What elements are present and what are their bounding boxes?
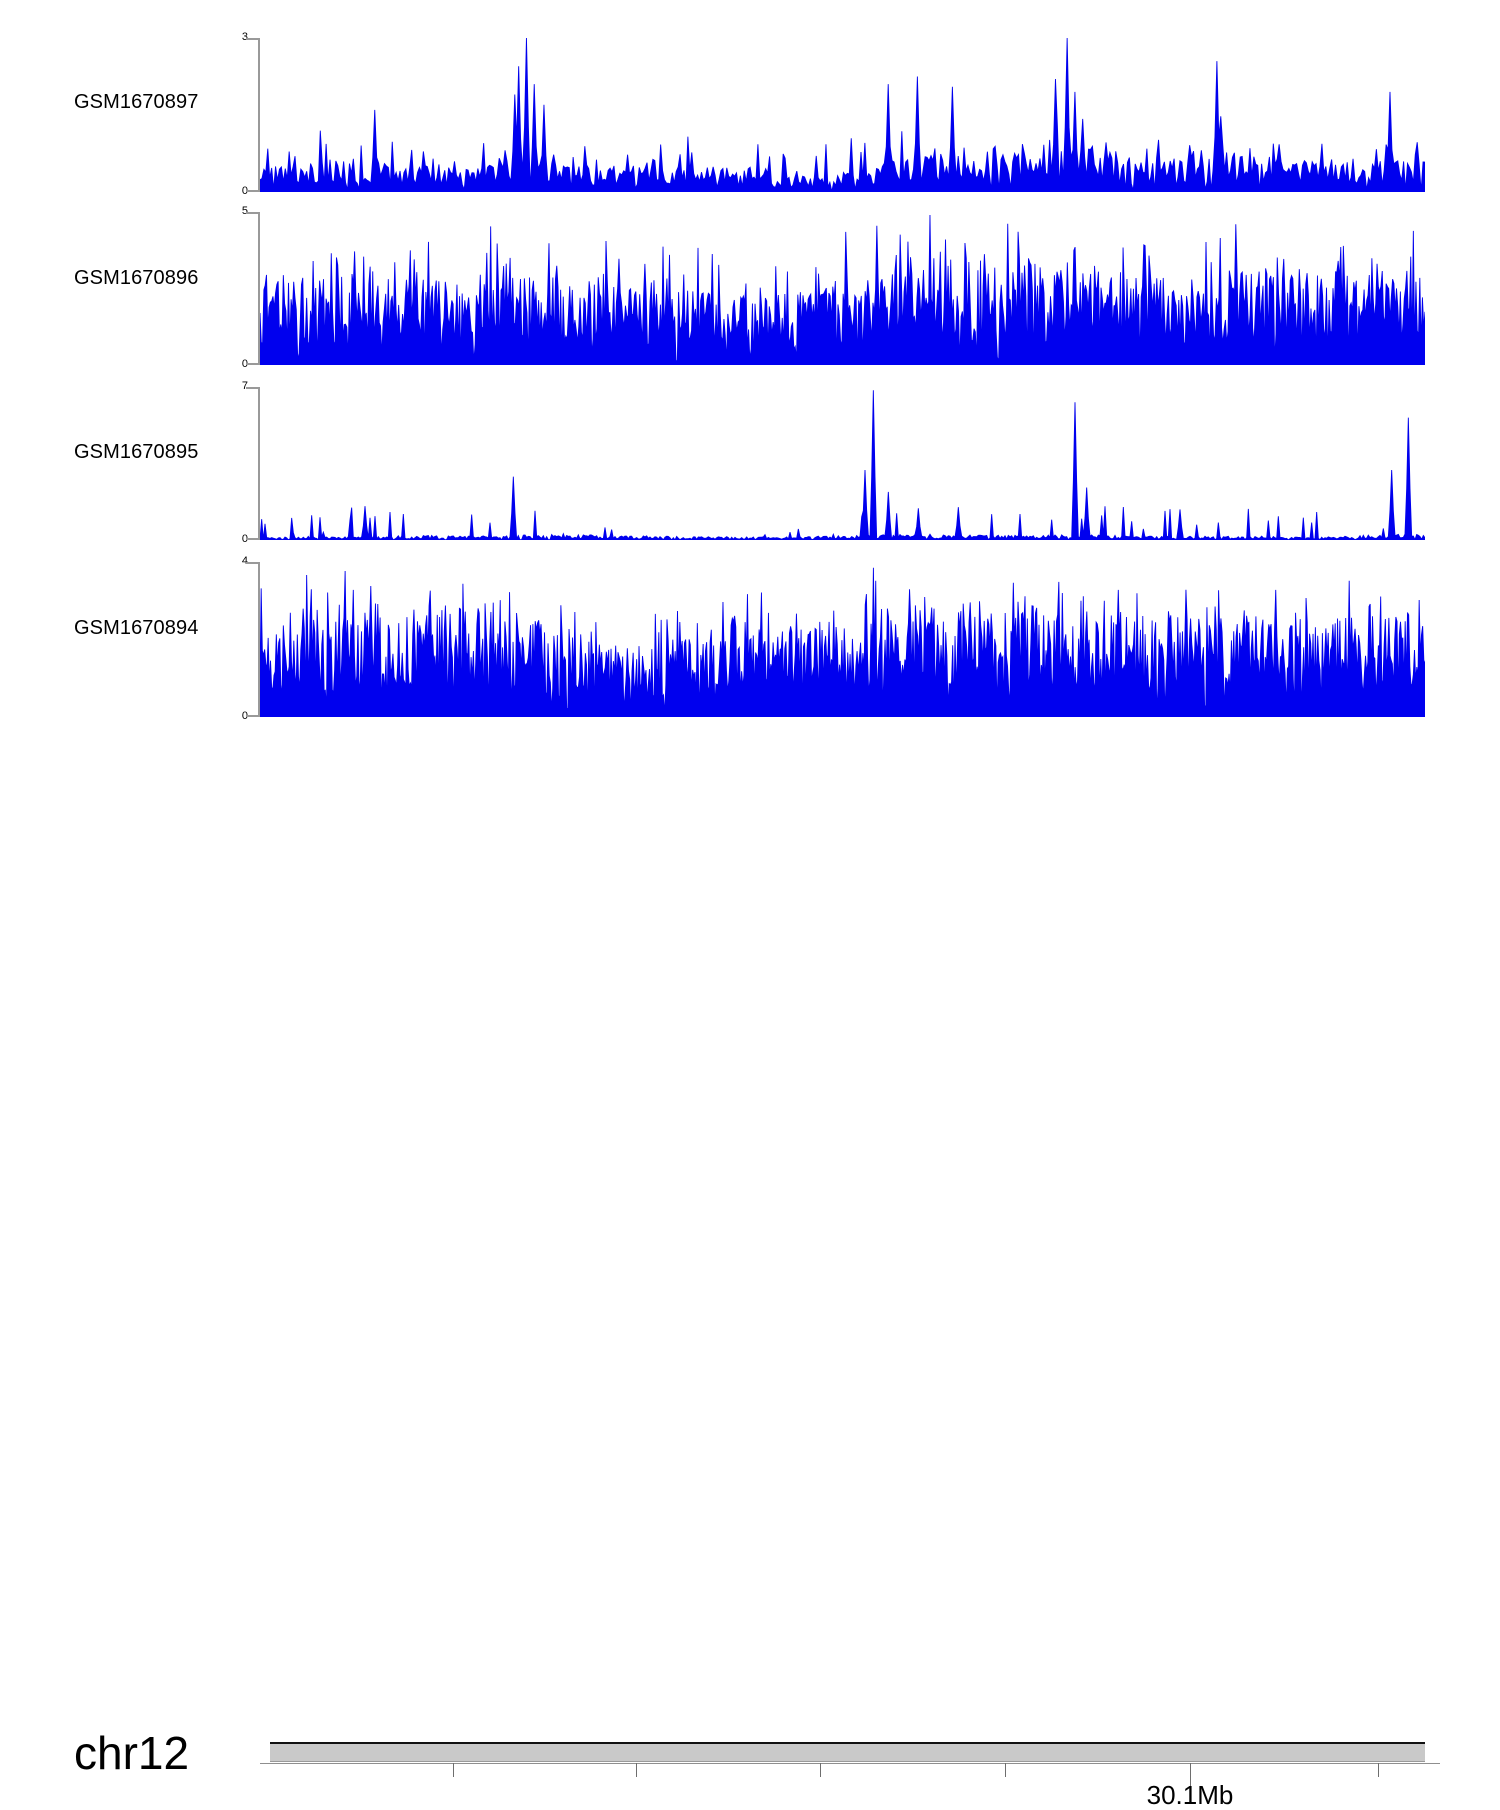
coverage-plot-gsm1670897[interactable] <box>260 38 1425 192</box>
axis-tick <box>453 1763 454 1777</box>
track-label-gsm1670897: GSM1670897 <box>74 91 199 113</box>
y-axis-min-label: 0 <box>241 185 248 197</box>
coverage-plot-gsm1670894[interactable] <box>260 562 1425 717</box>
coverage-area-svg <box>260 38 1425 192</box>
y-axis-max-label: 7 <box>241 380 248 392</box>
coverage-area-svg <box>260 567 1425 717</box>
coverage-plot-gsm1670895[interactable] <box>260 387 1425 540</box>
y-axis-min-label: 0 <box>241 358 248 370</box>
coverage-area-path <box>260 390 1425 540</box>
axis-tick <box>636 1763 637 1777</box>
track-label-gsm1670895: GSM1670895 <box>74 441 199 463</box>
y-axis-max-label: 5 <box>241 205 248 217</box>
chromosome-ideogram-bar[interactable] <box>270 1742 1425 1762</box>
coverage-area-path <box>260 567 1425 717</box>
coordinate-axis-tick-label: 30.1Mb <box>1146 1780 1234 1810</box>
axis-tick <box>1378 1763 1379 1777</box>
y-axis-min-label: 0 <box>241 710 248 722</box>
ideogram-row: chr12 30.1Mb <box>0 860 1500 1810</box>
coverage-area-svg <box>260 215 1425 365</box>
coverage-area-svg <box>260 390 1425 540</box>
coverage-area-path <box>260 215 1425 365</box>
track-label-gsm1670896: GSM1670896 <box>74 267 199 289</box>
axis-tick <box>820 1763 821 1777</box>
y-axis-max-label: 4 <box>241 555 248 567</box>
genome-browser-viewer: GSM1670897 3 0 GSM1670896 5 0 GSM1670895 7 0 GSM1… <box>0 31 1500 1810</box>
coordinate-axis-line <box>260 1763 1440 1764</box>
coverage-area-path <box>260 38 1425 192</box>
coverage-plot-gsm1670896[interactable] <box>260 212 1425 365</box>
track-label-gsm1670894: GSM1670894 <box>74 617 199 639</box>
y-axis-max-label: 3 <box>241 31 248 43</box>
chromosome-label: chr12 <box>74 1727 190 1779</box>
axis-tick <box>1005 1763 1006 1777</box>
y-axis-min-label: 0 <box>241 533 248 545</box>
